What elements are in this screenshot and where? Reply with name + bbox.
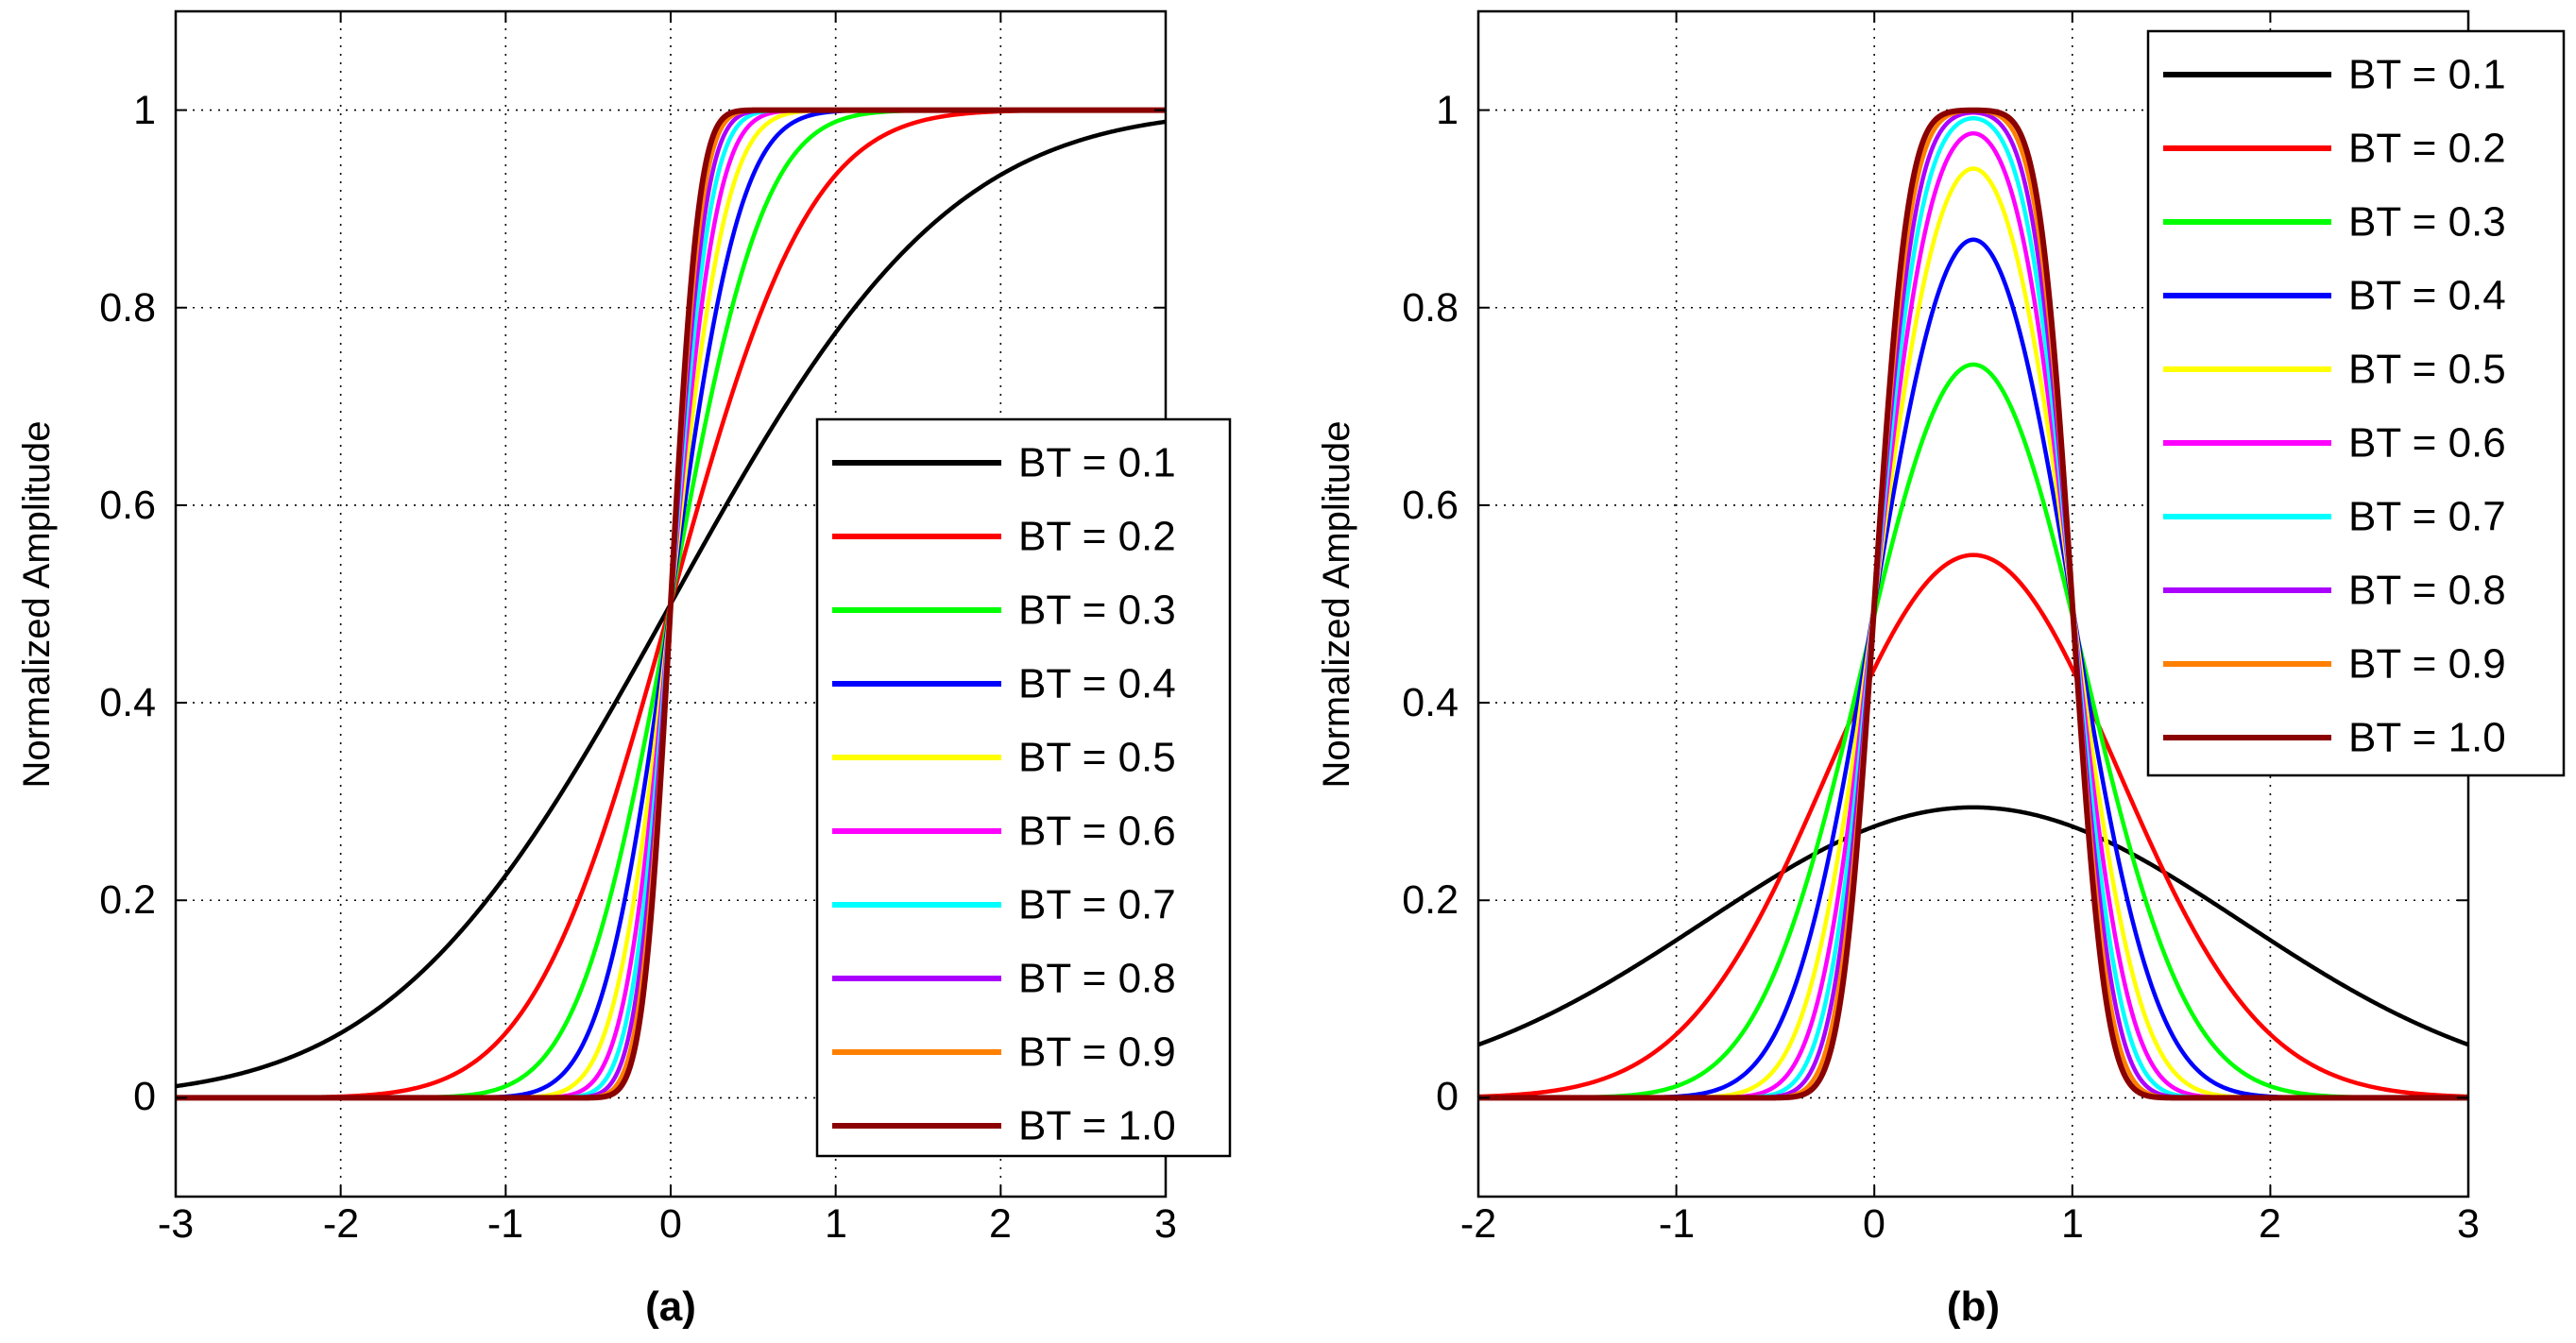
ytick-label: 0	[1436, 1074, 1459, 1119]
ytick-label: 1	[1436, 88, 1459, 133]
ytick-label: 0.6	[1402, 483, 1459, 528]
xtick-label: 2	[2259, 1201, 2281, 1247]
series-line-bt-0-3	[1477, 362, 2469, 1100]
legend-label: BT = 0.9	[2348, 641, 2506, 688]
series-b	[1476, 107, 2470, 1101]
x-axis-label-b: (b)	[1947, 1284, 2000, 1330]
legend-label: BT = 0.7	[1018, 882, 1176, 928]
series-line-bt-0-2	[1477, 552, 2469, 1099]
legend-label: BT = 0.2	[1018, 514, 1176, 560]
series-a	[174, 107, 1168, 1101]
ytick-label: 0.4	[1402, 680, 1459, 725]
series-line-bt-0-1	[1477, 805, 2469, 1047]
legend-label: BT = 0.5	[2348, 347, 2506, 393]
ytick-label: 0.8	[1402, 285, 1459, 331]
xtick-label: 1	[2061, 1201, 2084, 1247]
xtick-label: 0	[1863, 1201, 1885, 1247]
legend-label: BT = 0.4	[2348, 273, 2506, 319]
xtick-label: 3	[1154, 1201, 1177, 1247]
xtick-label: 2	[989, 1201, 1012, 1247]
legend-label: BT = 0.8	[2348, 568, 2506, 614]
xtick-label: -1	[1659, 1201, 1695, 1247]
legend-b: BT = 0.1 BT = 0.2 BT = 0.3 BT = 0.4 BT =…	[2146, 29, 2566, 777]
legend-lines-b	[2163, 72, 2331, 740]
y-axis-label-a: Normalized Amplitude	[16, 420, 58, 788]
ytick-label: 0.8	[99, 285, 156, 331]
legend-label: BT = 0.1	[2348, 52, 2506, 98]
legend-label: BT = 0.3	[2348, 199, 2506, 246]
panel-b: 0 0.2 0.4 0.6 0.8 1 -2 -1 0 1 2 3 (b) No…	[1316, 9, 2566, 1330]
legend-label: BT = 0.3	[1018, 587, 1176, 634]
xtick-label: -3	[158, 1201, 194, 1247]
legend-label: BT = 0.1	[1018, 440, 1176, 486]
xtick-label: 3	[2457, 1201, 2480, 1247]
ytick-label: 0.6	[99, 483, 156, 528]
x-axis-label-a: (a)	[645, 1284, 696, 1330]
ytick-label: 0	[133, 1074, 156, 1119]
legend-label: BT = 0.4	[1018, 661, 1176, 707]
ytick-label: 0.2	[1402, 877, 1459, 923]
xtick-label: 1	[825, 1201, 847, 1247]
panel-a: 0 0.2 0.4 0.6 0.8 1 -3 -2 -1 0 1 2 3 (a)…	[16, 9, 1232, 1330]
legend-box-a	[815, 417, 1232, 1158]
y-axis-label-b: Normalized Amplitude	[1316, 420, 1357, 788]
legend-lines-a	[832, 460, 1001, 1129]
legend-box-b	[2146, 29, 2566, 777]
legend-label: BT = 0.6	[1018, 808, 1176, 855]
legend-label: BT = 1.0	[2348, 715, 2506, 761]
xtick-label: 0	[659, 1201, 682, 1247]
series-line-bt-1	[174, 107, 1168, 1101]
series-line-bt-1	[1476, 107, 2470, 1101]
legend-a: BT = 0.1 BT = 0.2 BT = 0.3 BT = 0.4 BT =…	[815, 417, 1232, 1158]
legend-label: BT = 0.5	[1018, 735, 1176, 781]
legend-label: BT = 0.9	[1018, 1029, 1176, 1076]
ytick-label: 0.2	[99, 877, 156, 923]
xtick-label: -2	[1460, 1201, 1496, 1247]
xtick-label: -2	[323, 1201, 359, 1247]
legend-label: BT = 0.6	[2348, 420, 2506, 467]
ytick-label: 0.4	[99, 680, 156, 725]
legend-label: BT = 0.2	[2348, 126, 2506, 172]
legend-label: BT = 0.7	[2348, 494, 2506, 540]
legend-label: BT = 0.8	[1018, 956, 1176, 1002]
legend-label: BT = 1.0	[1018, 1103, 1176, 1149]
ytick-label: 1	[133, 88, 156, 133]
xtick-label: -1	[487, 1201, 523, 1247]
